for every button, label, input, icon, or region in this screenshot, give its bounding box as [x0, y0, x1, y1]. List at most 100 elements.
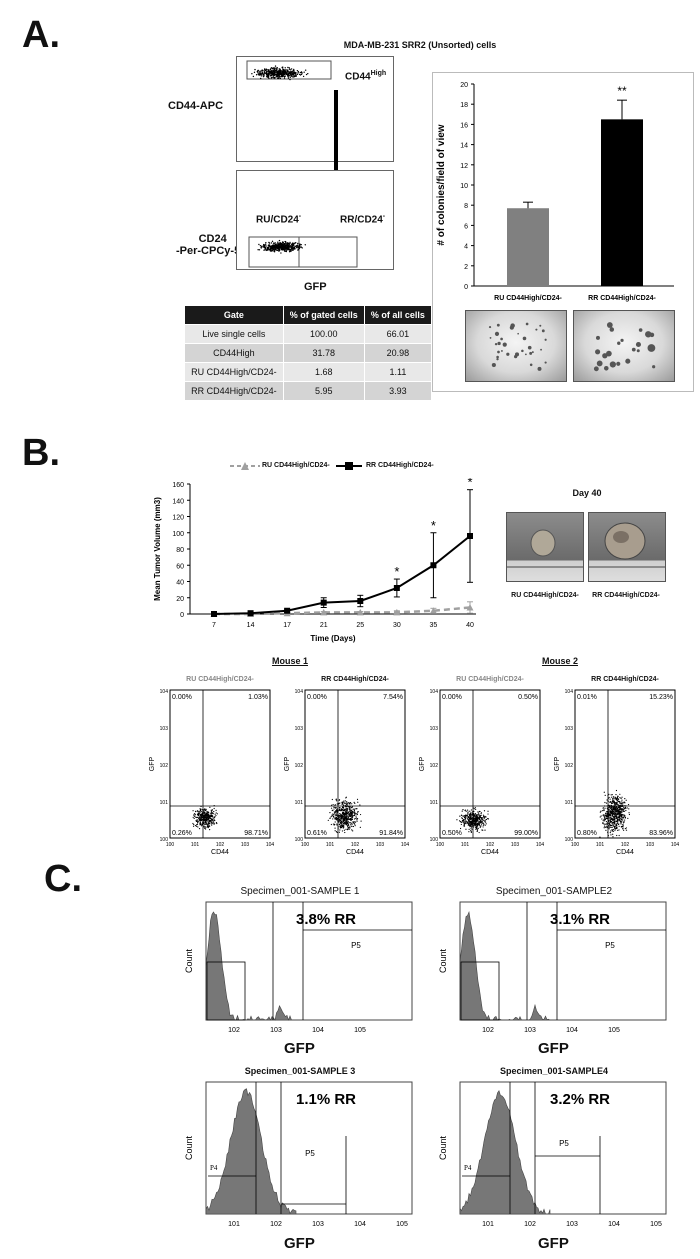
event-dot — [485, 815, 487, 818]
event-dot — [478, 816, 480, 819]
event-dot — [260, 75, 263, 77]
event-dot — [211, 822, 213, 824]
event-dot — [352, 810, 354, 813]
colony-spot — [522, 336, 527, 341]
event-dot — [208, 815, 210, 817]
x-tick-label: 35 — [430, 622, 438, 629]
event-dot — [470, 830, 473, 832]
x-tick-label: 101 — [326, 842, 335, 848]
event-dot — [346, 802, 348, 804]
colony-spot — [609, 361, 616, 368]
event-dot — [469, 816, 472, 818]
event-dot — [210, 821, 212, 823]
quadrant-percent: 91.84% — [379, 830, 403, 837]
event-dot — [346, 821, 348, 824]
event-dot — [344, 816, 346, 818]
event-dot — [623, 806, 625, 808]
event-dot — [608, 807, 610, 809]
event-dot — [622, 819, 624, 821]
event-dot — [480, 825, 482, 827]
y-tick-label: 160 — [172, 482, 184, 489]
event-dot — [481, 829, 483, 831]
event-dot — [330, 807, 333, 809]
event-dot — [333, 806, 335, 808]
table-row: CD44High 31.78 20.98 — [184, 343, 433, 363]
colony-spot — [497, 350, 500, 354]
x-tick-label: 105 — [608, 1027, 620, 1034]
gate-rr-minus: - — [382, 213, 386, 220]
event-dot — [612, 836, 614, 838]
event-dot — [475, 826, 477, 829]
event-dot — [611, 829, 613, 831]
event-dot — [467, 813, 469, 815]
event-dot — [284, 242, 286, 245]
event-dot — [257, 69, 259, 72]
event-dot — [607, 795, 609, 797]
x-tick-label: 102 — [524, 1221, 536, 1228]
event-dot — [614, 805, 616, 807]
event-dot — [202, 812, 204, 814]
x-tick-label: 103 — [566, 1221, 578, 1228]
event-dot — [277, 243, 279, 245]
event-dot — [619, 793, 621, 795]
event-dot — [207, 814, 209, 816]
event-dot — [604, 817, 606, 820]
tumor-photo-rr-svg — [589, 522, 665, 568]
event-dot — [353, 821, 355, 823]
event-dot — [299, 243, 301, 245]
event-dot — [336, 808, 338, 811]
event-dot — [265, 249, 267, 252]
event-dot — [288, 73, 290, 75]
event-dot — [463, 824, 465, 826]
event-dot — [271, 247, 273, 250]
event-dot — [348, 807, 350, 810]
y-tick-label: 8 — [464, 203, 468, 210]
event-dot — [204, 808, 206, 810]
event-dot — [200, 815, 202, 817]
event-dot — [282, 241, 284, 244]
event-dot — [198, 813, 200, 815]
event-dot — [337, 826, 339, 828]
event-dot — [343, 829, 346, 831]
event-dot — [473, 817, 476, 819]
event-dot — [613, 807, 615, 809]
event-dot — [210, 819, 212, 821]
flow-plot-title: RU CD44High/CD24- — [456, 676, 524, 683]
event-dot — [479, 826, 481, 829]
event-dot — [485, 818, 488, 821]
event-dot — [337, 813, 339, 816]
event-dot — [291, 245, 293, 247]
event-dot — [279, 77, 282, 80]
event-dot — [474, 820, 477, 822]
event-dot — [280, 75, 283, 78]
event-dot — [621, 811, 623, 814]
event-dot — [289, 72, 292, 75]
table-cell: RR CD44High/CD24- — [184, 381, 284, 401]
colony-spot — [620, 338, 624, 342]
tumor-photo-rr — [588, 512, 666, 582]
colony-spot — [502, 342, 507, 347]
event-dot — [200, 822, 202, 824]
event-dot — [349, 809, 351, 811]
data-point — [429, 607, 437, 614]
event-dot — [192, 816, 194, 818]
event-dot — [610, 821, 612, 823]
event-dot — [268, 73, 271, 75]
event-dot — [327, 819, 329, 821]
event-dot — [282, 248, 285, 251]
event-dot — [211, 811, 213, 814]
event-dot — [346, 806, 348, 808]
x-tick-label: 104 — [266, 842, 274, 848]
event-dot — [471, 828, 473, 830]
event-dot — [612, 810, 614, 813]
mouse-2-label: Mouse 2 — [541, 656, 578, 666]
event-dot — [613, 820, 616, 822]
y-tick-label: 101 — [160, 800, 169, 806]
event-dot — [616, 813, 618, 815]
event-dot — [270, 70, 272, 73]
event-dot — [468, 816, 470, 819]
event-dot — [466, 821, 469, 823]
x-tick-label: 100 — [571, 842, 580, 848]
event-dot — [622, 802, 624, 804]
event-dot — [484, 821, 487, 823]
